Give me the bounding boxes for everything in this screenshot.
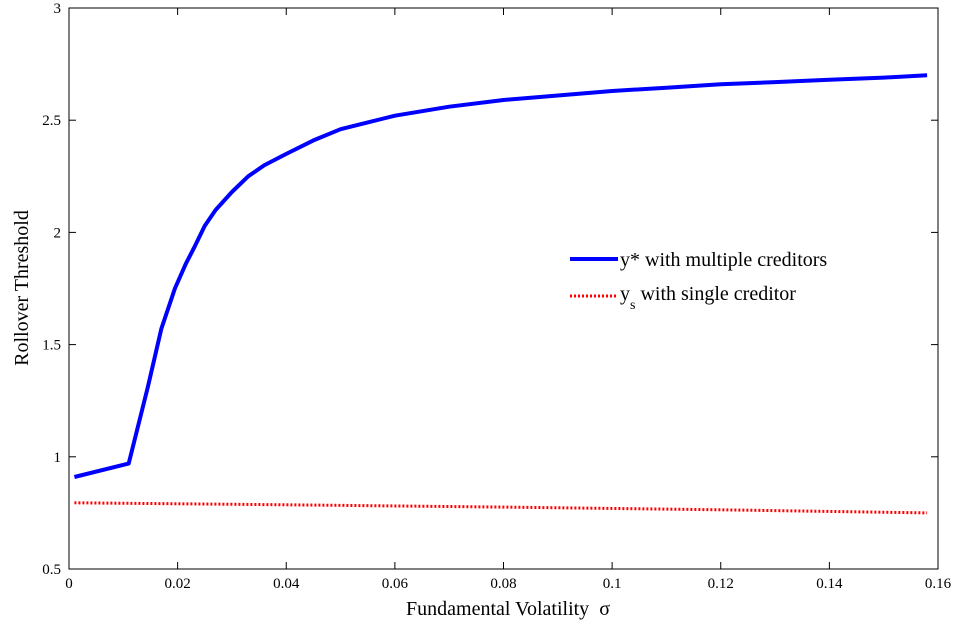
legend: y* with multiple creditors ys with singl… <box>570 249 827 313</box>
sigma-symbol: σ <box>599 598 610 620</box>
series-line-multiple-creditors <box>73 73 928 479</box>
y-tick-label: 0.5 <box>42 562 61 578</box>
series-line-single-creditor <box>74 501 928 515</box>
x-tick-label: 0.1 <box>603 576 622 592</box>
x-axis-title: Fundamental Volatility σ <box>406 598 610 620</box>
legend-label-single: ys with single creditor <box>620 283 796 313</box>
series-layer <box>73 73 928 515</box>
legend-label-multiple: y* with multiple creditors <box>620 249 827 271</box>
plot-area <box>68 7 939 570</box>
y-tick-label: 3 <box>54 1 62 17</box>
x-tick-label: 0.06 <box>382 576 409 592</box>
x-tick-label: 0.12 <box>708 576 734 592</box>
x-tick-label: 0.04 <box>273 576 300 592</box>
x-tick-label: 0.02 <box>165 576 191 592</box>
legend-single-sub: s <box>630 298 635 313</box>
y-tick-label: 2.5 <box>42 113 61 129</box>
x-tick-label: 0.08 <box>490 576 516 592</box>
x-tick-label: 0.16 <box>925 576 952 592</box>
y-tick-label: 1 <box>54 450 62 466</box>
axis-ticks: 0 0.02 0.04 0.06 0.08 0.1 0.12 0.14 0.16 0.5 1 1.5 2… <box>42 1 951 592</box>
legend-single-main: y <box>620 283 630 305</box>
x-axis-title-text: Fundamental Volatility <box>406 598 589 620</box>
y-axis-title: Rollover Threshold <box>11 210 33 366</box>
y-tick-label: 1.5 <box>42 338 61 354</box>
x-tick-label: 0 <box>65 576 73 592</box>
x-tick-label: 0.14 <box>816 576 843 592</box>
legend-single-rest: with single creditor <box>635 283 796 305</box>
y-tick-label: 2 <box>54 225 62 241</box>
